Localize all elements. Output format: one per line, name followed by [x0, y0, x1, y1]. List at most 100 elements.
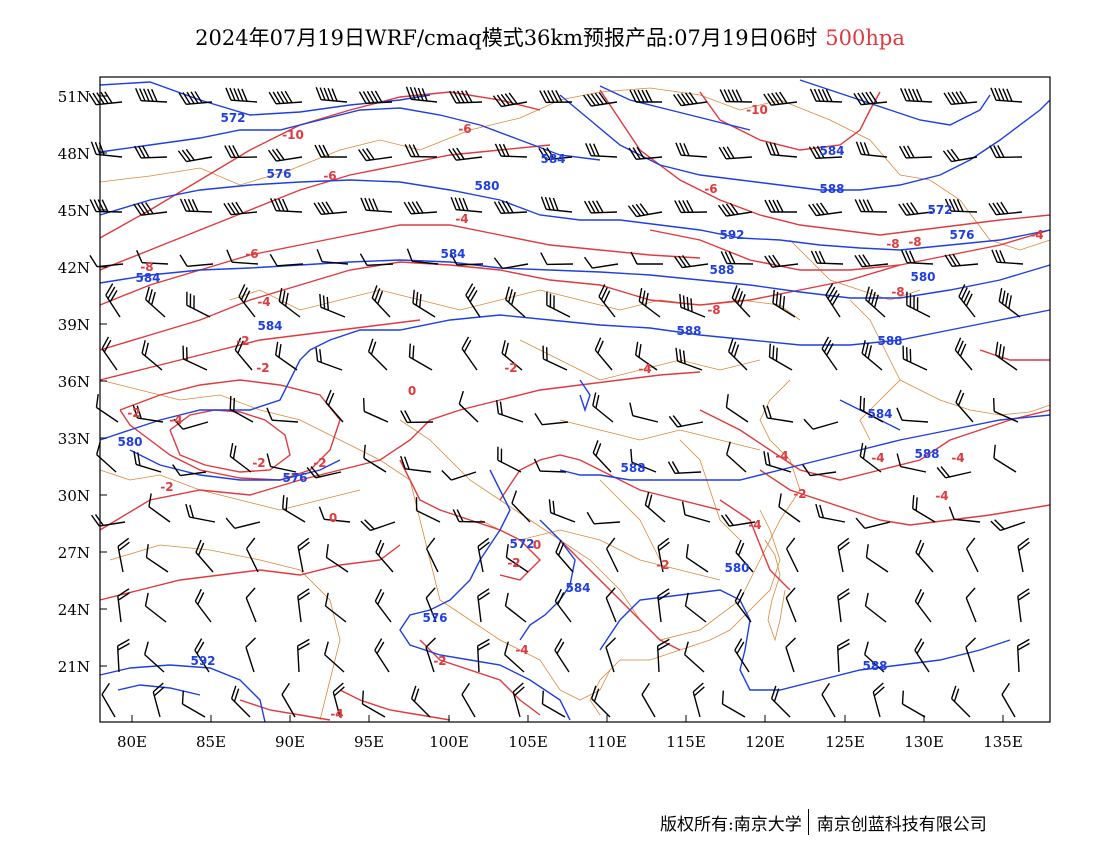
height-contour — [559, 94, 1051, 191]
height-contour — [99, 259, 1051, 299]
wind-barb — [313, 201, 348, 215]
lat-label: 42N — [58, 259, 90, 277]
lat-label: 33N — [58, 430, 90, 448]
wind-barb — [182, 345, 208, 371]
wind-barb — [943, 91, 978, 105]
wind-barb — [306, 466, 342, 479]
temperature-contour-label: -4 — [330, 707, 343, 721]
wind-barb — [901, 690, 926, 718]
wind-barb — [837, 588, 850, 623]
wind-barb — [505, 286, 526, 318]
height-contour-label: 580 — [474, 179, 499, 193]
wind-barb — [993, 444, 1017, 473]
lat-label: 21N — [58, 658, 90, 676]
height-contour-label: 576 — [422, 611, 447, 625]
height-contour — [599, 589, 1011, 691]
wind-barb — [297, 588, 310, 623]
wind-barb — [226, 249, 259, 265]
temperature-contour — [759, 469, 1051, 526]
height-contour-label: 580 — [724, 561, 749, 575]
wind-barb — [101, 336, 118, 371]
wind-barb — [898, 202, 933, 216]
boundary-line — [99, 87, 1051, 251]
wind-barb — [821, 682, 836, 718]
wind-barb — [958, 284, 976, 318]
lon-label: 105E — [508, 733, 548, 751]
wind-barb — [400, 455, 432, 473]
height-contour — [99, 81, 431, 116]
height-contour-label: 584 — [135, 271, 160, 285]
wind-barb — [410, 685, 431, 718]
wind-barb — [465, 283, 481, 318]
wind-barb — [763, 91, 798, 106]
country-province-boundaries — [99, 87, 1051, 721]
height-contour — [599, 85, 751, 131]
temperature-contour-label: -4 — [775, 449, 788, 463]
wind-barb — [734, 588, 752, 623]
temperature-contour — [99, 319, 421, 381]
wind-barb — [627, 203, 663, 218]
wind-barb — [245, 587, 257, 623]
lat-label: 45N — [58, 202, 90, 220]
temperature-contour-label: 0 — [329, 511, 337, 525]
temperature-contour-label: -6 — [704, 182, 717, 196]
wind-barb — [554, 588, 572, 623]
wind-barb — [785, 537, 799, 573]
wind-barb — [657, 537, 670, 573]
wind-barb — [915, 539, 934, 573]
temperature-contour-label: -2 — [160, 480, 173, 494]
wind-barb — [542, 345, 568, 371]
wind-barb — [644, 491, 666, 523]
wind-barb — [450, 196, 483, 213]
height-contour-label: 588 — [819, 182, 844, 196]
temperature-contour — [169, 409, 291, 473]
temperature-contour-label: -6 — [245, 247, 258, 261]
wind-barb — [448, 90, 483, 104]
wind-barb — [965, 587, 977, 623]
wind-barb — [133, 202, 168, 216]
temperature-contour — [399, 459, 541, 581]
wind-barb — [990, 87, 1023, 103]
height-contour-label: 592 — [190, 654, 215, 668]
wind-barb — [684, 641, 705, 673]
height-contour — [519, 519, 576, 641]
wind-barb — [90, 514, 126, 527]
wind-barb — [332, 682, 345, 718]
wind-barb — [403, 201, 438, 215]
wind-barb — [412, 289, 436, 318]
temperature-contour-label: -2 — [433, 654, 446, 668]
wind-barb — [441, 469, 477, 481]
wind-barb — [965, 637, 977, 673]
wind-barb — [415, 497, 441, 523]
wind-barb — [476, 638, 490, 673]
wind-barb — [363, 444, 387, 473]
wind-barb — [318, 506, 351, 523]
height-contour-label: 584 — [819, 144, 844, 158]
lat-label: 48N — [58, 145, 90, 163]
wind-barb — [400, 410, 434, 424]
wind-barb — [230, 685, 251, 718]
boundary-line — [599, 479, 661, 561]
height-contour — [99, 107, 601, 161]
wind-barb — [461, 336, 478, 371]
temperature-contour-label: -10 — [282, 128, 304, 142]
boundary-line — [899, 379, 1051, 416]
wind-barb — [734, 638, 750, 673]
wind-barb — [541, 690, 566, 718]
wind-barb — [267, 148, 303, 162]
wind-barb — [316, 248, 349, 265]
wind-barb — [148, 493, 171, 523]
wind-barb — [477, 537, 490, 573]
wind-barb — [494, 143, 528, 158]
wind-barb — [367, 338, 388, 371]
wind-barb — [861, 340, 883, 371]
temperature-contour — [99, 544, 401, 601]
wind-barb — [371, 285, 391, 318]
temperature-contour-label: -4 — [515, 643, 528, 657]
wind-barb — [638, 288, 661, 318]
wind-barb — [224, 145, 258, 159]
lat-label: 51N — [58, 88, 90, 106]
wind-barb — [105, 283, 121, 318]
wind-barb — [225, 87, 258, 103]
temperature-contour-label: -8 — [707, 303, 720, 317]
